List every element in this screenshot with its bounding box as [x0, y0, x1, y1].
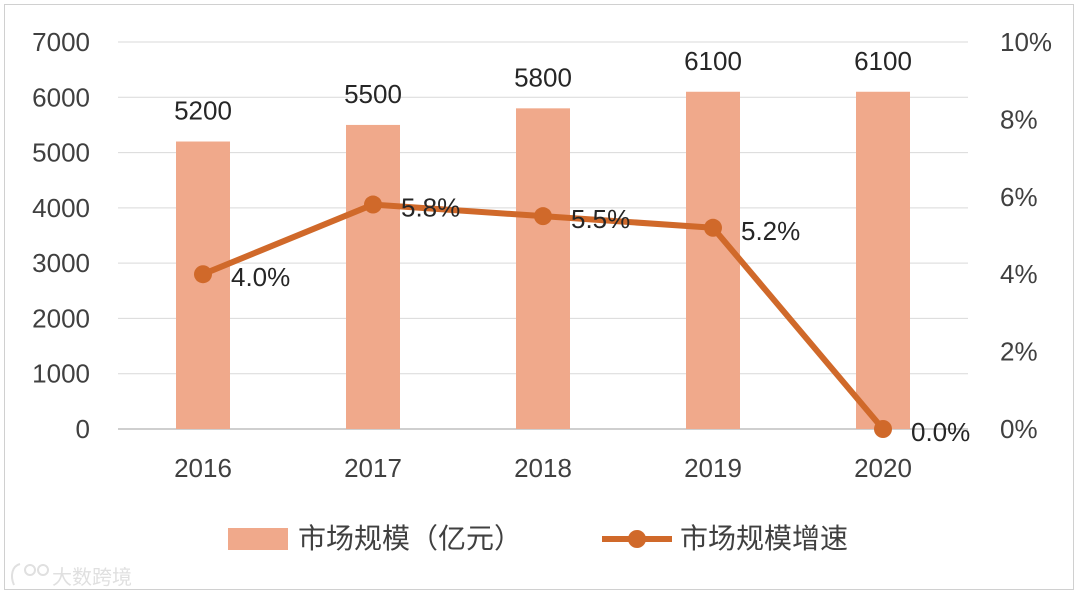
left-axis-tick-label: 1000 — [32, 359, 90, 389]
line-point — [364, 195, 382, 214]
bar-data-label: 6100 — [684, 46, 742, 76]
right-axis-tick-label: 4% — [1000, 259, 1038, 289]
watermark-text: 大数跨境 — [52, 565, 132, 589]
watermark-logo-icon — [11, 563, 49, 586]
line-data-label: 5.8% — [401, 193, 460, 223]
left-axis-tick-label: 4000 — [32, 193, 90, 223]
right-axis-tick-label: 6% — [1000, 182, 1038, 212]
right-axis-tick-label: 10% — [1000, 27, 1052, 57]
bar-series — [176, 91, 910, 429]
bar — [516, 108, 570, 429]
bar — [176, 141, 230, 429]
bar-data-labels: 5200 5500 5800 6100 6100 — [174, 46, 912, 126]
gridlines — [118, 41, 968, 430]
left-axis-tick-label: 2000 — [32, 303, 90, 333]
right-axis-tick-label: 0% — [1000, 414, 1038, 444]
line-point — [874, 420, 892, 438]
line-data-label: 4.0% — [231, 262, 290, 292]
left-axis-tick-label: 3000 — [32, 248, 90, 278]
legend-bar-swatch — [228, 528, 288, 550]
right-axis-tick-label: 2% — [1000, 337, 1038, 367]
legend-line-label: 市场规模增速 — [680, 522, 848, 555]
left-axis-tick-label: 5000 — [32, 138, 90, 168]
line-data-label: 5.2% — [741, 216, 800, 246]
line-point — [704, 218, 722, 237]
x-axis-tick-label: 2018 — [514, 453, 572, 483]
bar — [346, 124, 400, 429]
x-axis-tick-label: 2019 — [684, 453, 742, 483]
legend: 市场规模（亿元） 市场规模增速 — [228, 522, 848, 555]
line-data-labels: 4.0% 5.8% 5.5% 5.2% 0.0% — [231, 193, 970, 447]
line-data-label: 0.0% — [911, 417, 970, 447]
bar-data-label: 5800 — [514, 62, 572, 92]
chart-frame — [4, 4, 1074, 590]
legend-line-marker — [628, 530, 646, 548]
line-point — [194, 265, 212, 284]
legend-bar-label: 市场规模（亿元） — [298, 522, 522, 555]
line-point — [534, 207, 552, 226]
left-axis-tick-label: 6000 — [32, 82, 90, 112]
left-axis-tick-label: 7000 — [32, 27, 90, 57]
x-axis-tick-label: 2020 — [854, 453, 912, 483]
bar — [686, 91, 740, 429]
right-axis-ticks: 0% 2% 4% 6% 8% 10% — [1000, 27, 1052, 444]
bar-data-label: 5200 — [174, 96, 232, 126]
right-axis-tick-label: 8% — [1000, 104, 1038, 134]
watermark: 大数跨境 — [11, 563, 132, 589]
line-series — [194, 195, 892, 438]
x-axis-ticks: 2016 2017 2018 2019 2020 — [174, 453, 912, 483]
x-axis-tick-label: 2017 — [344, 453, 402, 483]
line-data-label: 5.5% — [571, 204, 630, 234]
left-axis-ticks: 0 1000 2000 3000 4000 5000 6000 7000 — [32, 27, 90, 444]
bar-data-label: 5500 — [344, 79, 402, 109]
bar-data-label: 6100 — [854, 46, 912, 76]
left-axis-tick-label: 0 — [76, 414, 90, 444]
bar — [856, 91, 910, 429]
x-axis-tick-label: 2016 — [174, 453, 232, 483]
